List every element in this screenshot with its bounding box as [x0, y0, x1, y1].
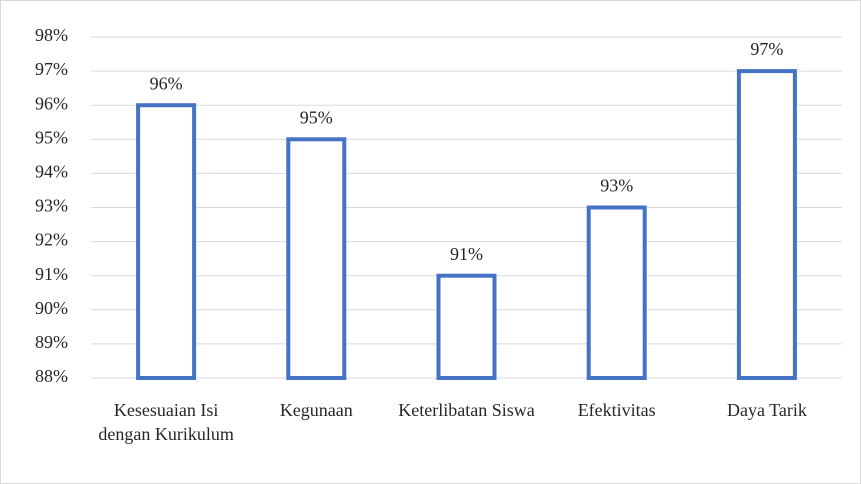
y-tick-label: 93% [35, 196, 68, 216]
data-label: 93% [600, 176, 633, 196]
y-tick-label: 98% [35, 25, 68, 45]
y-tick-label: 95% [35, 127, 68, 147]
bar [436, 273, 497, 381]
x-tick-label: Kesesuaian Isi dengan Kurikulum [98, 400, 234, 444]
y-tick-label: 96% [35, 93, 68, 113]
bar [586, 205, 647, 380]
y-tick-label: 92% [35, 230, 68, 250]
y-tick-label: 88% [35, 366, 68, 386]
y-tick-label: 97% [35, 59, 68, 79]
x-tick-label: Keterlibatan Siswa [398, 400, 535, 420]
x-tick-label: Kegunaan [279, 400, 353, 420]
x-tick-label: Efektivitas [577, 400, 656, 420]
bar [286, 137, 347, 380]
bar [136, 103, 197, 380]
data-label: 91% [450, 244, 483, 264]
y-tick-label: 91% [35, 264, 68, 284]
x-tick-label: Daya Tarik [726, 400, 807, 420]
data-label: 96% [150, 73, 183, 93]
y-tick-label: 90% [35, 298, 68, 318]
data-label: 97% [750, 39, 783, 59]
bar [736, 69, 797, 380]
data-label: 95% [300, 107, 333, 127]
y-tick-label: 89% [35, 332, 68, 352]
y-tick-label: 94% [35, 162, 68, 182]
